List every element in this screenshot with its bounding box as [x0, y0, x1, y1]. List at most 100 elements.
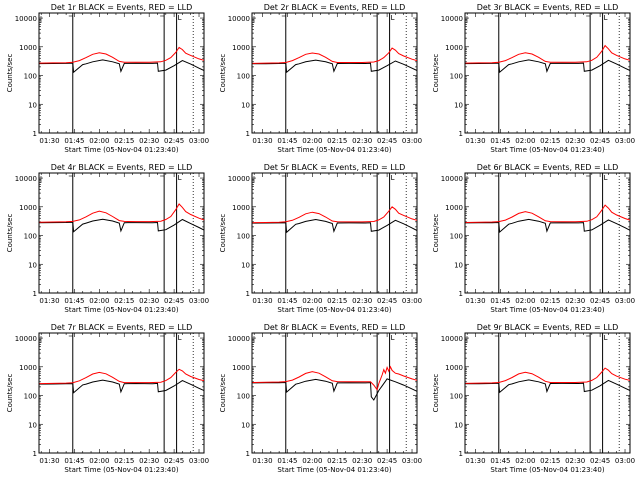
- plot-frame: [464, 12, 631, 134]
- panel-title: Det 7r BLACK = Events, RED = LLD: [51, 323, 193, 332]
- panel-title: Det 6r BLACK = Events, RED = LLD: [477, 163, 619, 172]
- y-tick-label: 1: [246, 290, 250, 298]
- panel-title: Det 5r BLACK = Events, RED = LLD: [264, 163, 406, 172]
- detector-panel: Det 1r BLACK = Events, RED = LLD 1 10 100 10…: [6, 3, 209, 154]
- y-tick-label: 100: [237, 393, 250, 401]
- x-tick-label: 03:00: [615, 297, 635, 305]
- y-tick-label: 10000: [441, 175, 463, 183]
- events-series-line: [465, 379, 631, 394]
- y-tick-label: 1000: [232, 44, 250, 52]
- plot-frame: [38, 332, 205, 454]
- y-tick-label: 100: [450, 233, 463, 241]
- detector-panel: Det 9r BLACK = Events, RED = LLD 1 10 100 10…: [432, 323, 635, 474]
- y-tick-label: 1000: [445, 364, 463, 372]
- panel-title: Det 9r BLACK = Events, RED = LLD: [477, 323, 619, 332]
- lld-series-line: [465, 44, 631, 64]
- plot-frame: [38, 172, 205, 294]
- y-tick-label: 10: [28, 421, 37, 429]
- y-tick-label: 10: [454, 261, 463, 269]
- flag-label: L: [604, 14, 608, 22]
- y-tick-label: 100: [24, 73, 37, 81]
- panel-title: Det 4r BLACK = Events, RED = LLD: [51, 163, 193, 172]
- x-tick-label: 02:45: [164, 457, 184, 465]
- detector-panel: Det 2r BLACK = Events, RED = LLD 1 10 100 10…: [219, 3, 422, 154]
- x-tick-label: 02:15: [327, 457, 347, 465]
- y-tick-label: 10000: [441, 335, 463, 343]
- x-axis-label: Start Time (05-Nov-04 01:23:40): [277, 466, 391, 474]
- lld-series-line: [39, 368, 205, 385]
- detector-panel: Det 6r BLACK = Events, RED = LLD 1 10 100 10…: [432, 163, 635, 314]
- flag-label: L: [604, 334, 608, 342]
- y-tick-label: 1: [459, 130, 463, 138]
- x-tick-label: 02:30: [352, 457, 372, 465]
- y-tick-label: 1000: [19, 44, 37, 52]
- detector-panel: Det 5r BLACK = Events, RED = LLD 1 10 100 10…: [219, 163, 422, 314]
- plot-frame: [464, 332, 631, 454]
- plot-frame: [251, 172, 418, 294]
- y-tick-label: 10000: [15, 335, 37, 343]
- lld-series-line: [39, 46, 205, 64]
- x-tick-label: 02:45: [590, 137, 610, 145]
- flag-label: L: [391, 334, 395, 342]
- x-tick-label: 01:45: [277, 137, 297, 145]
- x-tick-label: 02:15: [114, 137, 134, 145]
- flag-label: L: [604, 174, 608, 182]
- x-tick-label: 02:00: [515, 457, 535, 465]
- x-tick-label: 02:00: [302, 457, 322, 465]
- y-tick-label: 100: [24, 393, 37, 401]
- y-tick-label: 1: [459, 450, 463, 458]
- flag-label: L: [178, 334, 182, 342]
- x-tick-label: 01:30: [39, 297, 59, 305]
- y-tick-label: 100: [237, 233, 250, 241]
- y-tick-label: 10000: [228, 15, 250, 23]
- x-axis-label: Start Time (05-Nov-04 01:23:40): [490, 466, 604, 474]
- x-tick-label: 02:30: [565, 457, 585, 465]
- x-tick-label: 03:00: [402, 297, 422, 305]
- x-tick-label: 02:30: [139, 137, 159, 145]
- lld-series-line: [465, 204, 631, 223]
- x-tick-label: 02:00: [302, 137, 322, 145]
- x-tick-label: 02:45: [377, 457, 397, 465]
- y-tick-label: 100: [237, 73, 250, 81]
- y-tick-label: 10000: [441, 15, 463, 23]
- y-axis-label: Counts/sec: [219, 374, 227, 413]
- x-axis-label: Start Time (05-Nov-04 01:23:40): [490, 306, 604, 314]
- plot-frame: [251, 332, 418, 454]
- x-tick-label: 02:30: [352, 137, 372, 145]
- flag-label: L: [178, 14, 182, 22]
- x-tick-label: 01:30: [465, 137, 485, 145]
- flag-label: L: [391, 14, 395, 22]
- x-tick-label: 01:30: [465, 457, 485, 465]
- x-tick-label: 03:00: [189, 457, 209, 465]
- x-axis-label: Start Time (05-Nov-04 01:23:40): [490, 146, 604, 154]
- y-tick-label: 10000: [15, 175, 37, 183]
- x-tick-label: 01:30: [39, 457, 59, 465]
- x-tick-label: 03:00: [189, 137, 209, 145]
- x-tick-label: 02:00: [89, 137, 109, 145]
- y-tick-label: 10000: [15, 15, 37, 23]
- y-tick-label: 1000: [232, 204, 250, 212]
- events-series-line: [39, 379, 205, 394]
- y-axis-label: Counts/sec: [432, 374, 440, 413]
- y-tick-label: 10000: [228, 175, 250, 183]
- y-tick-label: 1000: [445, 44, 463, 52]
- plot-frame: [464, 172, 631, 294]
- x-tick-label: 02:30: [139, 457, 159, 465]
- y-axis-label: Counts/sec: [219, 214, 227, 253]
- x-tick-label: 02:15: [327, 137, 347, 145]
- x-tick-label: 02:45: [377, 137, 397, 145]
- x-tick-label: 01:30: [252, 297, 272, 305]
- y-tick-label: 1: [33, 450, 37, 458]
- detector-panel: Det 7r BLACK = Events, RED = LLD 1 10 100 10…: [6, 323, 209, 474]
- x-tick-label: 01:45: [490, 137, 510, 145]
- y-axis-label: Counts/sec: [6, 54, 14, 93]
- x-tick-label: 02:15: [540, 457, 560, 465]
- x-tick-label: 01:45: [277, 297, 297, 305]
- x-tick-label: 01:45: [64, 137, 84, 145]
- events-series-line: [252, 218, 418, 234]
- x-axis-label: Start Time (05-Nov-04 01:23:40): [64, 306, 178, 314]
- x-tick-label: 01:45: [64, 297, 84, 305]
- y-axis-label: Counts/sec: [6, 214, 14, 253]
- x-axis-label: Start Time (05-Nov-04 01:23:40): [277, 306, 391, 314]
